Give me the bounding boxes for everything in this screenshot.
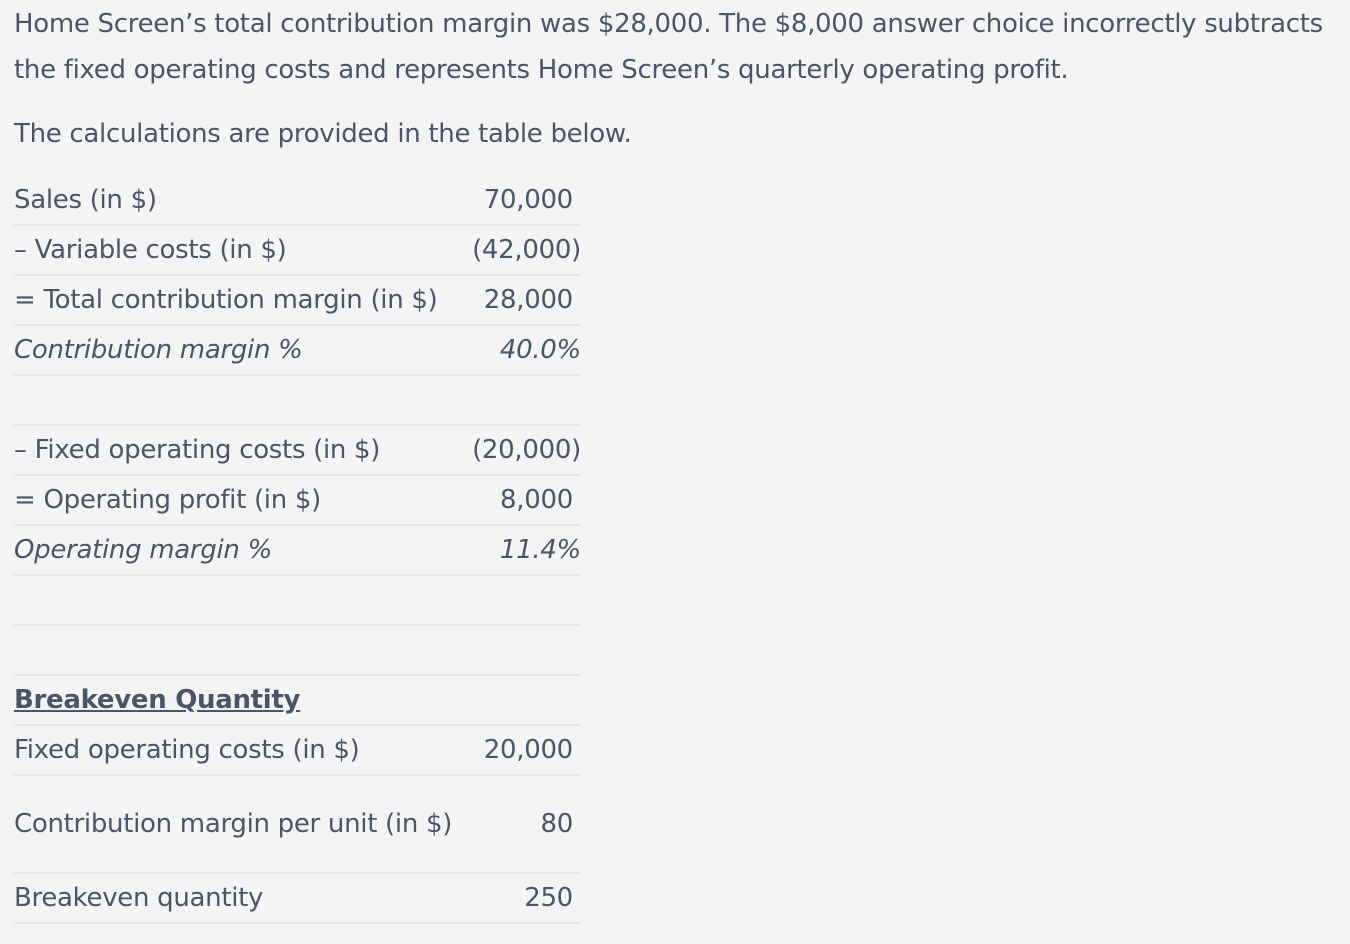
row-value: 11.4% bbox=[472, 525, 581, 576]
row-label bbox=[14, 575, 473, 626]
table-row: Breakeven quantity 250 bbox=[14, 873, 581, 924]
row-label bbox=[14, 625, 473, 676]
table-row: = Total contribution margin (in $) 28,00… bbox=[14, 275, 581, 326]
table-intro-paragraph: The calculations are provided in the tab… bbox=[14, 119, 632, 149]
row-label: Contribution margin per unit (in $) bbox=[14, 775, 473, 874]
table-row: Operating margin % 11.4% bbox=[14, 525, 581, 576]
table-row: Contribution margin per unit (in $) 80 bbox=[14, 775, 581, 874]
table-row: Fixed operating costs (in $) 20,000 bbox=[14, 725, 581, 776]
row-label: Sales (in $) bbox=[14, 176, 473, 226]
explanation-paragraph: Home Screen’s total contribution margin … bbox=[14, 9, 1323, 85]
row-label: = Operating profit (in $) bbox=[14, 475, 473, 526]
calculation-table: Sales (in $) 70,000 – Variable costs (in… bbox=[14, 176, 581, 924]
row-label bbox=[14, 375, 473, 426]
table-row: Breakeven Quantity bbox=[14, 675, 581, 726]
table-row: – Fixed operating costs (in $) (20,000) bbox=[14, 425, 581, 476]
row-value bbox=[472, 625, 581, 676]
row-label: Breakeven quantity bbox=[14, 873, 473, 924]
table-row-spacer bbox=[14, 575, 581, 626]
breakeven-heading: Breakeven Quantity bbox=[14, 685, 301, 715]
table-row: Contribution margin % 40.0% bbox=[14, 325, 581, 376]
row-value bbox=[472, 675, 581, 726]
row-value: (20,000) bbox=[472, 425, 581, 476]
row-label: Operating margin % bbox=[14, 525, 473, 576]
table-row: – Variable costs (in $) (42,000) bbox=[14, 225, 581, 276]
row-value: 80 bbox=[472, 775, 581, 874]
row-label: – Fixed operating costs (in $) bbox=[14, 425, 473, 476]
table-row-spacer bbox=[14, 375, 581, 426]
row-value: 70,000 bbox=[472, 176, 581, 226]
row-value: 8,000 bbox=[472, 475, 581, 526]
row-label: Fixed operating costs (in $) bbox=[14, 725, 473, 776]
table-row-spacer bbox=[14, 625, 581, 676]
row-value: (42,000) bbox=[472, 225, 581, 276]
row-value: 20,000 bbox=[472, 725, 581, 776]
row-label: – Variable costs (in $) bbox=[14, 225, 473, 276]
row-label: Contribution margin % bbox=[14, 325, 473, 376]
table-row: = Operating profit (in $) 8,000 bbox=[14, 475, 581, 526]
row-value: 40.0% bbox=[472, 325, 581, 376]
row-label: = Total contribution margin (in $) bbox=[14, 275, 473, 326]
breakeven-heading-cell: Breakeven Quantity bbox=[14, 675, 473, 726]
row-value bbox=[472, 575, 581, 626]
table-row: Sales (in $) 70,000 bbox=[14, 176, 581, 226]
row-value: 28,000 bbox=[472, 275, 581, 326]
row-value: 250 bbox=[472, 873, 581, 924]
row-value bbox=[472, 375, 581, 426]
